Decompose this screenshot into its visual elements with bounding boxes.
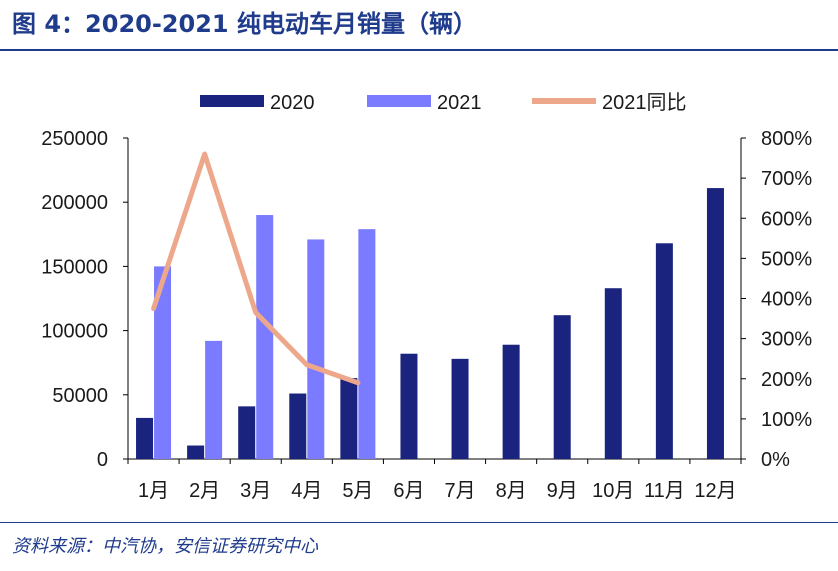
line-2021-yoy bbox=[151, 151, 361, 386]
bar-2020 bbox=[451, 358, 469, 459]
x-tick-label: 7月 bbox=[444, 480, 475, 502]
x-tick-label: 11月 bbox=[644, 480, 685, 502]
x-tick-label: 8月 bbox=[496, 480, 527, 502]
bar-2021 bbox=[307, 239, 325, 459]
x-tick-label: 9月 bbox=[547, 480, 578, 502]
figure-title: 图 4：2020-2021 纯电动车月销量（辆） bbox=[12, 10, 477, 38]
bar-2021 bbox=[358, 229, 376, 459]
legend-label: 2020 bbox=[270, 92, 315, 114]
y-tick-label-left: 100000 bbox=[41, 321, 108, 343]
y-tick-label-right: 800% bbox=[761, 128, 812, 150]
y-tick-label-right: 0% bbox=[761, 449, 790, 471]
y-tick-label-left: 150000 bbox=[41, 256, 108, 278]
bar-2020 bbox=[187, 445, 205, 459]
source-divider bbox=[0, 522, 838, 523]
bar-2020 bbox=[553, 315, 571, 459]
y-tick-label-right: 200% bbox=[761, 369, 812, 391]
legend: 2020 2021 2021同比 bbox=[200, 91, 687, 114]
axes bbox=[123, 137, 746, 464]
line-series bbox=[151, 151, 361, 386]
bar-2021 bbox=[256, 215, 274, 459]
chart: 2020 2021 2021同比 0 50000 100000 150000 200000 2… bbox=[41, 91, 812, 502]
y-tick-label-left: 50000 bbox=[52, 385, 108, 407]
legend-swatch bbox=[200, 95, 264, 107]
bar-2021 bbox=[205, 340, 223, 459]
x-tick-label: 12月 bbox=[694, 480, 736, 502]
x-tick-label: 6月 bbox=[393, 480, 424, 502]
bar-2020 bbox=[400, 353, 418, 459]
bar-2020 bbox=[655, 243, 673, 459]
bar-2020 bbox=[289, 393, 307, 459]
y-tick-label-right: 300% bbox=[761, 329, 812, 351]
bar-2020 bbox=[604, 288, 622, 459]
y-tick-label-left: 0 bbox=[97, 449, 108, 471]
y-tick-label-right: 700% bbox=[761, 168, 812, 190]
x-tick-label: 10月 bbox=[592, 480, 634, 502]
legend-swatch bbox=[367, 95, 431, 107]
bar-2021 bbox=[154, 266, 172, 459]
x-tick-label: 4月 bbox=[291, 480, 322, 502]
y-tick-label-right: 400% bbox=[761, 289, 812, 311]
bar-2020 bbox=[502, 344, 520, 459]
title-divider bbox=[0, 49, 838, 51]
y-tick-label-right: 100% bbox=[761, 409, 812, 431]
x-tick-label: 2月 bbox=[189, 480, 220, 502]
legend-label: 2021 bbox=[437, 92, 482, 114]
bar-2020 bbox=[706, 188, 724, 460]
y-tick-label-left: 250000 bbox=[41, 128, 108, 150]
x-tick-label: 5月 bbox=[342, 480, 373, 502]
bar-2020 bbox=[340, 378, 358, 459]
bar-2020 bbox=[136, 417, 154, 459]
y-tick-label-left: 200000 bbox=[41, 192, 108, 214]
legend-label: 2021同比 bbox=[602, 91, 687, 114]
bar-series bbox=[136, 188, 724, 460]
source-note: 资料来源：中汽协，安信证券研究中心 bbox=[12, 536, 318, 557]
y-tick-label-right: 600% bbox=[761, 208, 812, 230]
bar-2020 bbox=[238, 406, 256, 459]
tick-labels: 0 50000 100000 150000 200000 250000 0% 100% 200%… bbox=[41, 128, 812, 502]
y-tick-label-right: 500% bbox=[761, 248, 812, 270]
x-tick-label: 1月 bbox=[138, 480, 169, 502]
x-tick-label: 3月 bbox=[240, 480, 271, 502]
